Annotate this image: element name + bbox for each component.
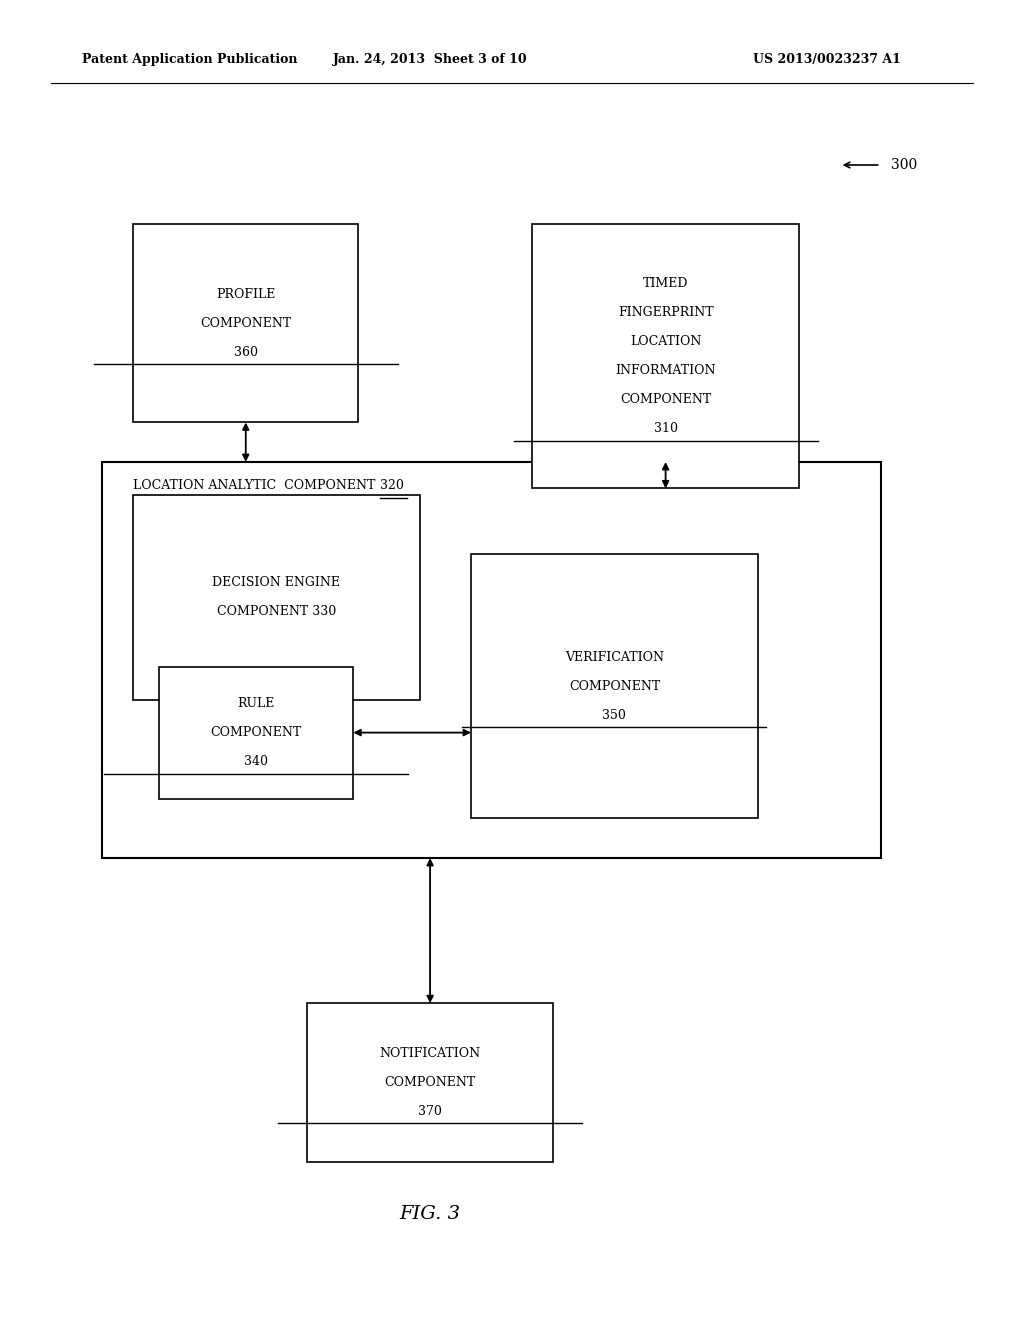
Text: COMPONENT: COMPONENT [200,317,292,330]
Text: 320: 320 [380,479,403,492]
Text: COMPONENT 330: COMPONENT 330 [217,606,336,618]
FancyBboxPatch shape [471,554,758,818]
Text: COMPONENT: COMPONENT [384,1076,476,1089]
Text: TIMED: TIMED [643,277,688,290]
Text: 360: 360 [233,346,258,359]
Text: VERIFICATION: VERIFICATION [565,651,664,664]
Text: NOTIFICATION: NOTIFICATION [380,1047,480,1060]
Text: COMPONENT: COMPONENT [210,726,302,739]
Text: 350: 350 [602,709,627,722]
Text: LOCATION: LOCATION [630,335,701,348]
Text: 300: 300 [891,158,918,172]
Text: INFORMATION: INFORMATION [615,364,716,378]
FancyBboxPatch shape [133,495,420,700]
Text: COMPONENT: COMPONENT [568,680,660,693]
Text: Jan. 24, 2013  Sheet 3 of 10: Jan. 24, 2013 Sheet 3 of 10 [333,53,527,66]
Text: PROFILE: PROFILE [216,288,275,301]
Text: FIG. 3: FIG. 3 [399,1205,461,1224]
Text: RULE: RULE [238,697,274,710]
Text: FINGERPRINT: FINGERPRINT [617,306,714,319]
FancyBboxPatch shape [532,224,799,488]
Text: DECISION ENGINE: DECISION ENGINE [213,577,340,589]
FancyBboxPatch shape [307,1003,553,1162]
Text: 310: 310 [653,422,678,436]
FancyBboxPatch shape [102,462,881,858]
FancyBboxPatch shape [133,224,358,422]
Text: 370: 370 [418,1105,442,1118]
FancyBboxPatch shape [159,667,353,799]
Text: US 2013/0023237 A1: US 2013/0023237 A1 [754,53,901,66]
Text: COMPONENT: COMPONENT [620,393,712,407]
Text: Patent Application Publication: Patent Application Publication [82,53,297,66]
Text: 340: 340 [244,755,268,768]
Text: LOCATION ANALYTIC  COMPONENT: LOCATION ANALYTIC COMPONENT [132,479,379,492]
